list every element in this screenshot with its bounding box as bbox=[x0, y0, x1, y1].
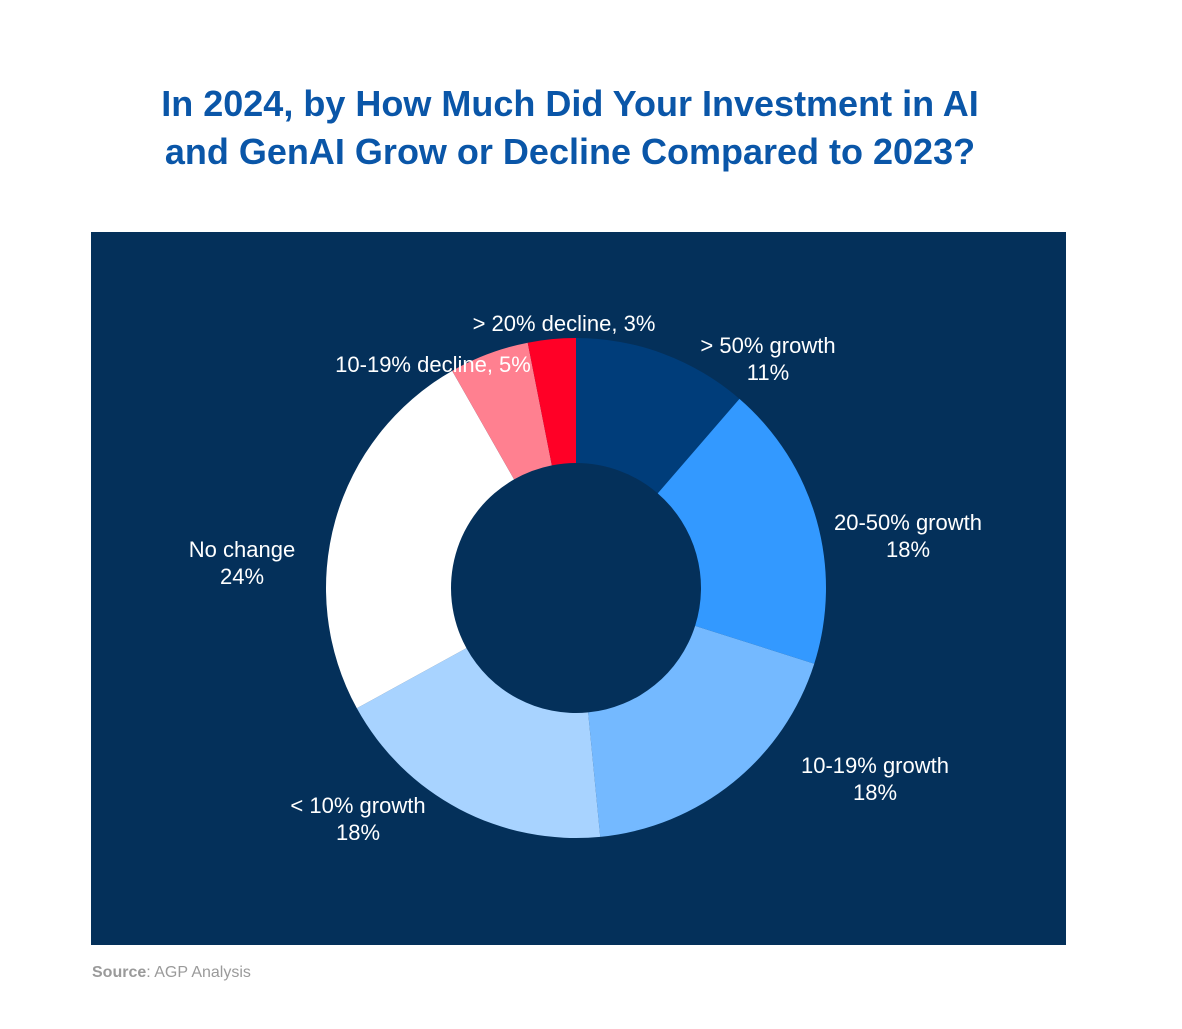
donut-slice-3 bbox=[356, 648, 601, 838]
donut-slice-5 bbox=[452, 342, 552, 480]
slice-label-value-4: 24% bbox=[220, 564, 264, 589]
donut-slice-1 bbox=[657, 398, 827, 664]
chart-panel: > 50% growth 11% 20-50% growth 18% 10-19% gr… bbox=[91, 232, 1066, 945]
slice-label-name-1: 20-50% growth bbox=[834, 510, 982, 535]
slice-label-value-2: 18% bbox=[853, 780, 897, 805]
slice-label-name-2: 10-19% growth bbox=[801, 753, 949, 778]
source-text: : AGP Analysis bbox=[146, 964, 251, 981]
slice-label-1: 20-50% growth 18% bbox=[834, 510, 982, 562]
slice-label-value-3: 18% bbox=[336, 820, 380, 845]
slice-label-5: 10-19% decline, 5% bbox=[335, 352, 531, 377]
slice-label-2: 10-19% growth 18% bbox=[801, 753, 949, 805]
donut-slice-2 bbox=[588, 625, 815, 837]
chart-title-line-1: In 2024, by How Much Did Your Investment… bbox=[161, 83, 979, 124]
chart-title: In 2024, by How Much Did Your Investment… bbox=[0, 80, 1140, 176]
slice-label-3: < 10% growth 18% bbox=[290, 793, 425, 845]
donut-slice-4 bbox=[326, 370, 515, 709]
slice-label-name-0: > 50% growth bbox=[700, 333, 835, 358]
slice-label-4: No change 24% bbox=[189, 537, 295, 589]
slice-label-value-0: 11% bbox=[747, 360, 789, 385]
slice-label-name-4: No change bbox=[189, 537, 295, 562]
slice-label-name-3: < 10% growth bbox=[290, 793, 425, 818]
source-note: Source: AGP Analysis bbox=[92, 964, 251, 982]
donut-slice-0 bbox=[576, 338, 740, 494]
slice-label-6: > 20% decline, 3% bbox=[473, 311, 656, 336]
donut-chart: > 50% growth 11%20-50% growth 18%10-19% gr… bbox=[189, 311, 982, 845]
donut-slice-6 bbox=[527, 338, 576, 466]
source-prefix: Source bbox=[92, 964, 147, 981]
chart-title-line-2: and GenAI Grow or Decline Compared to 20… bbox=[164, 131, 976, 172]
slice-label-value-1: 18% bbox=[886, 537, 930, 562]
slice-label-0: > 50% growth 11% bbox=[700, 333, 835, 385]
